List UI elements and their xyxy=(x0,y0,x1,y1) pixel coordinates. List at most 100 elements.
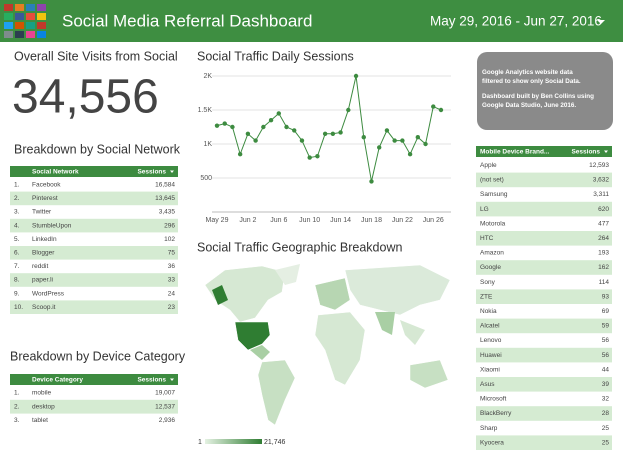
series-line xyxy=(216,75,442,182)
column-header: Sessions xyxy=(137,377,166,384)
data-point xyxy=(346,107,351,113)
row-number: 2. xyxy=(14,403,20,410)
data-point xyxy=(384,128,390,133)
row-number: 5. xyxy=(14,236,20,243)
row-label: Samsung xyxy=(480,191,508,198)
row-label: LinkedIn xyxy=(32,236,57,243)
row-label: (not set) xyxy=(480,177,504,184)
row-label: Kyocera xyxy=(480,439,504,446)
row-value: 23 xyxy=(168,304,176,311)
y-tick-label: 500 xyxy=(200,175,212,182)
row-value: 44 xyxy=(602,366,610,373)
row-label: ZTE xyxy=(480,293,493,300)
row-number: 1. xyxy=(14,390,20,397)
row-value: 264 xyxy=(598,235,609,242)
row-number: 7. xyxy=(14,263,20,270)
row-value: 3,435 xyxy=(159,209,176,216)
row-band xyxy=(476,318,612,334)
row-value: 19,007 xyxy=(155,390,175,397)
row-value: 93 xyxy=(602,293,610,300)
data-point xyxy=(431,104,436,109)
data-point xyxy=(369,179,374,184)
row-label: Motorola xyxy=(480,220,506,227)
data-point xyxy=(415,135,421,140)
row-band xyxy=(476,231,612,246)
data-point xyxy=(253,138,258,143)
row-number: 10. xyxy=(14,304,23,311)
data-point xyxy=(330,131,336,136)
row-label: Sony xyxy=(480,279,496,286)
row-value: 114 xyxy=(599,279,610,286)
data-point xyxy=(222,121,227,126)
map-legend-scale xyxy=(205,439,262,444)
row-value: 102 xyxy=(164,236,175,243)
row-number: 6. xyxy=(14,250,20,257)
row-value: 39 xyxy=(602,381,610,388)
row-label: Facebook xyxy=(32,182,61,189)
sort-arrow xyxy=(170,170,174,173)
row-label: desktop xyxy=(32,403,55,410)
x-tick-label: Jun 2 xyxy=(239,217,256,224)
data-point xyxy=(237,152,243,157)
data-point xyxy=(299,138,305,143)
x-tick-label: Jun 10 xyxy=(299,217,320,224)
x-tick-label: Jun 22 xyxy=(392,217,413,224)
row-label: mobile xyxy=(32,390,52,397)
row-band xyxy=(476,172,612,188)
row-label: StumbleUpon xyxy=(32,222,72,229)
row-value: 33 xyxy=(168,277,176,284)
row-label: tablet xyxy=(32,417,48,424)
row-value: 32 xyxy=(602,396,610,403)
date-range[interactable]: May 29, 2016 - Jun 27, 2016 xyxy=(430,14,602,29)
data-point xyxy=(315,154,320,159)
data-point xyxy=(338,130,343,135)
section-title: Breakdown by Device Category xyxy=(10,349,186,363)
row-value: 59 xyxy=(602,323,610,330)
row-label: Lenovo xyxy=(480,337,502,344)
map-legend-max: 21,746 xyxy=(264,439,286,446)
data-point xyxy=(361,135,366,140)
x-tick-label: May 29 xyxy=(206,217,229,224)
row-label: Asus xyxy=(480,381,495,388)
row-label: LG xyxy=(480,206,489,213)
map-legend-min: 1 xyxy=(198,439,202,446)
table-header xyxy=(10,374,178,385)
data-point xyxy=(284,124,289,130)
column-header: Sessions xyxy=(571,149,600,156)
dropdown-arrow[interactable] xyxy=(597,20,605,24)
y-tick-label: 1K xyxy=(203,141,212,148)
row-value: 75 xyxy=(168,250,176,257)
row-value: 12,593 xyxy=(589,162,609,169)
x-tick-label: Jun 14 xyxy=(330,217,351,224)
data-point xyxy=(230,124,235,130)
row-label: BlackBerry xyxy=(480,410,512,417)
row-band xyxy=(10,218,178,233)
row-label: Amazon xyxy=(480,250,504,257)
row-label: Pinterest xyxy=(32,195,58,202)
data-point xyxy=(261,124,266,130)
row-band xyxy=(476,289,612,304)
x-tick-label: Jun 18 xyxy=(361,217,382,224)
data-point xyxy=(377,145,382,150)
data-point xyxy=(438,107,444,113)
row-band xyxy=(476,201,612,217)
row-label: reddit xyxy=(32,263,48,270)
note-line: Google Data Studio, June 2016. xyxy=(482,102,576,109)
kpi-value: 34,556 xyxy=(12,71,159,124)
row-number: 9. xyxy=(14,290,20,297)
kpi-title: Overall Site Visits from Social xyxy=(14,49,178,63)
row-label: paper.li xyxy=(32,277,53,284)
row-value: 28 xyxy=(602,410,610,417)
note-line: Google Analytics website data xyxy=(482,69,573,76)
row-band xyxy=(10,399,178,414)
dashboard-title: Social Media Referral Dashboard xyxy=(62,11,312,30)
date-range-picker[interactable]: May 29, 2016 - Jun 27, 2016 xyxy=(430,14,605,29)
row-value: 25 xyxy=(602,439,610,446)
row-value: 3,632 xyxy=(593,177,610,184)
row-band xyxy=(476,377,612,392)
column-header: Mobile Device Brand... xyxy=(480,149,550,156)
data-point xyxy=(407,152,413,157)
row-label: Huawei xyxy=(480,352,502,359)
row-band xyxy=(476,406,612,421)
